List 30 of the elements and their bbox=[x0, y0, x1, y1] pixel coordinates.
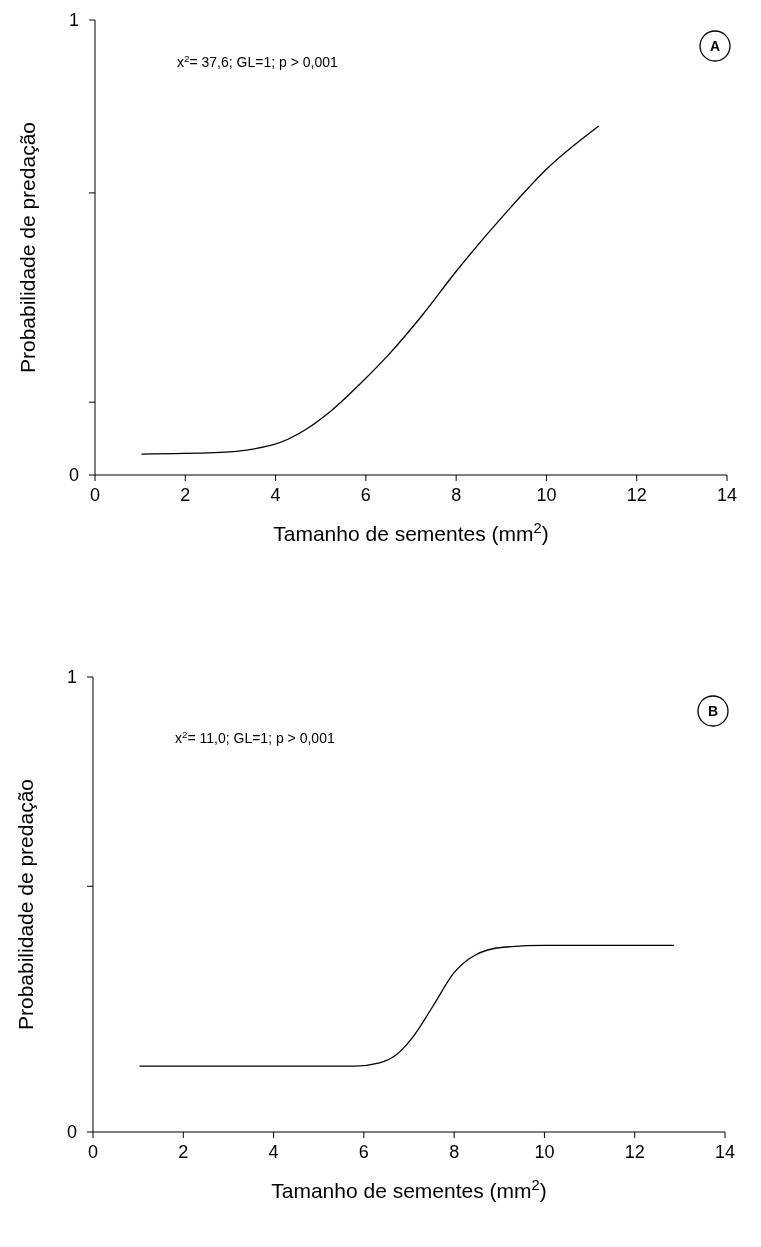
x-tick-label: 12 bbox=[624, 1142, 645, 1162]
y-axis-title: Probabilidade de predação bbox=[16, 121, 39, 374]
x-tick-label: 8 bbox=[449, 1142, 460, 1162]
x-tick-label: 14 bbox=[714, 1142, 736, 1162]
x-tick-label: 6 bbox=[358, 1142, 369, 1162]
x-tick-label: 6 bbox=[360, 485, 371, 505]
x-tick-label: 14 bbox=[716, 485, 738, 505]
y-tick-label: 1 bbox=[68, 10, 79, 31]
x-tick-label: 4 bbox=[268, 1142, 279, 1162]
line-series bbox=[138, 944, 675, 1067]
annotation: x$^{2}$= 37,6; GL=1; p > 0,001 bbox=[177, 52, 338, 70]
x-tick-label: 8 bbox=[451, 485, 462, 505]
y-tick-label: 0 bbox=[68, 465, 79, 486]
x-tick-label: 4 bbox=[270, 485, 281, 505]
line-series bbox=[140, 125, 600, 455]
x-axis-title: Tamanho de sementes (mm$^{2}$) bbox=[271, 1177, 547, 1202]
annotation: A bbox=[709, 37, 721, 54]
x-tick-label: 2 bbox=[178, 1142, 189, 1162]
annotation: B bbox=[707, 702, 719, 719]
x-tick-label: 12 bbox=[626, 485, 647, 505]
x-tick-label: 0 bbox=[87, 1142, 99, 1162]
y-axis-title: Probabilidade de predação bbox=[14, 778, 37, 1031]
annotation: x$^{2}$= 11,0; GL=1; p > 0,001 bbox=[175, 728, 335, 746]
x-tick-label: 10 bbox=[534, 1142, 555, 1162]
x-tick-label: 0 bbox=[89, 485, 101, 505]
y-tick-label: 0 bbox=[66, 1122, 77, 1143]
x-tick-label: 2 bbox=[180, 485, 191, 505]
x-tick-label: 10 bbox=[536, 485, 557, 505]
y-tick-label: 1 bbox=[66, 667, 77, 688]
x-axis-title: Tamanho de sementes (mm$^{2}$) bbox=[273, 520, 549, 545]
